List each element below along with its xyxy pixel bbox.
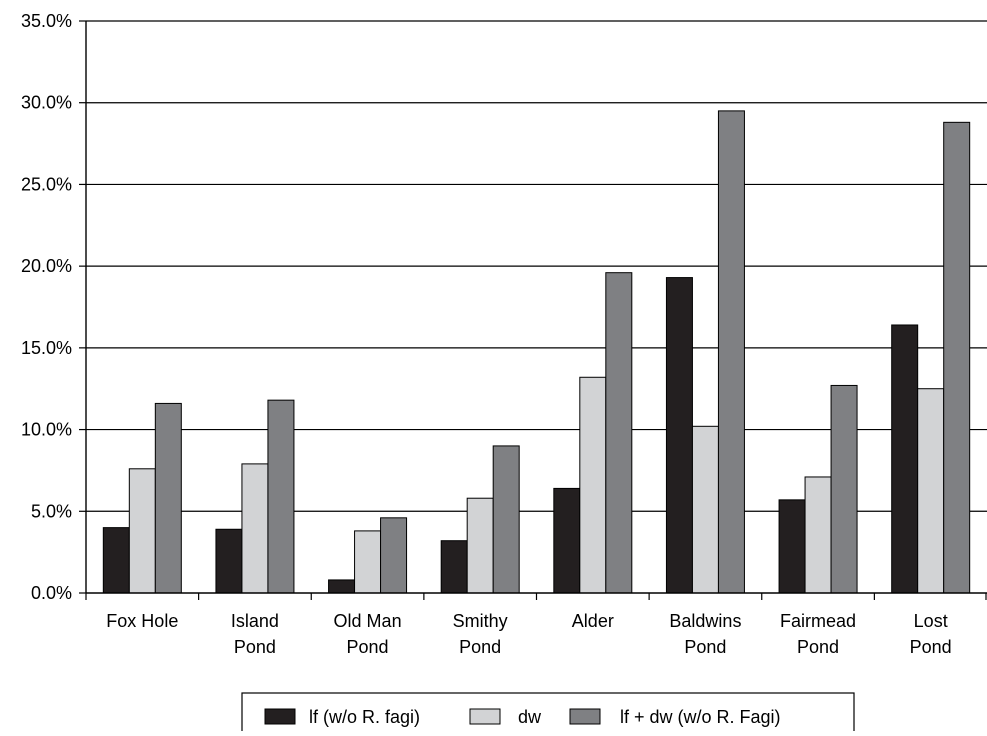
bar	[804, 476, 832, 594]
bar	[778, 499, 806, 594]
bar	[267, 399, 295, 594]
x-tick-label: Baldwins	[669, 611, 741, 631]
bar	[102, 527, 130, 594]
y-tick-label: 20.0%	[21, 256, 72, 276]
bar	[128, 468, 156, 594]
y-tick-label: 0.0%	[31, 583, 72, 603]
y-tick-label: 25.0%	[21, 174, 72, 194]
x-tick-label: Pond	[797, 637, 839, 657]
legend-label: lf + dw (w/o R. Fagi)	[620, 707, 781, 727]
y-tick-label: 5.0%	[31, 501, 72, 521]
legend-swatch	[469, 708, 501, 725]
x-axis-tick-labels: Fox Hole Island Pond Old Man Pond Smithy Pond A…	[106, 611, 951, 657]
bar	[717, 110, 745, 594]
legend-swatch	[264, 708, 296, 725]
y-tick-label: 35.0%	[21, 11, 72, 31]
x-tick-label: Island	[231, 611, 279, 631]
x-tick-label: Alder	[572, 611, 614, 631]
bar	[579, 376, 607, 594]
legend-label: dw	[518, 707, 542, 727]
x-tick-label: Pond	[684, 637, 726, 657]
bar	[440, 540, 468, 594]
gridlines	[86, 20, 987, 512]
bar	[830, 384, 858, 594]
x-tick-label: Old Man	[334, 611, 402, 631]
bar	[466, 497, 494, 594]
y-tick-label: 10.0%	[21, 420, 72, 440]
bar	[665, 277, 693, 594]
x-tick-label: Lost	[914, 611, 948, 631]
bar	[328, 579, 356, 594]
x-tick-label: Fairmead	[780, 611, 856, 631]
bar	[917, 388, 945, 594]
y-tick-label: 30.0%	[21, 93, 72, 113]
bar	[605, 272, 633, 594]
axes	[79, 20, 987, 600]
x-tick-label: Pond	[234, 637, 276, 657]
x-tick-label: Pond	[459, 637, 501, 657]
bar	[154, 402, 182, 594]
bar	[215, 528, 243, 594]
bars	[102, 110, 971, 594]
bar	[691, 425, 719, 594]
bar	[553, 487, 581, 594]
legend-swatch	[569, 708, 601, 725]
x-tick-label: Fox Hole	[106, 611, 178, 631]
x-tick-label: Smithy	[453, 611, 508, 631]
y-tick-label: 15.0%	[21, 338, 72, 358]
legend: lf (w/o R. fagi) dw lf + dw (w/o R. Fagi)	[241, 692, 855, 736]
legend-label: lf (w/o R. fagi)	[309, 707, 420, 727]
bar	[241, 463, 269, 594]
x-tick-label: Pond	[347, 637, 389, 657]
bar	[492, 445, 520, 594]
bar	[943, 121, 971, 594]
x-tick-label: Pond	[910, 637, 952, 657]
bar	[380, 517, 408, 594]
legend-box	[241, 692, 855, 736]
bar	[891, 324, 919, 594]
bar	[354, 530, 382, 594]
y-axis-tick-labels: 0.0% 5.0% 10.0% 15.0% 20.0% 25.0% 30.0% 35.0%	[21, 11, 72, 603]
